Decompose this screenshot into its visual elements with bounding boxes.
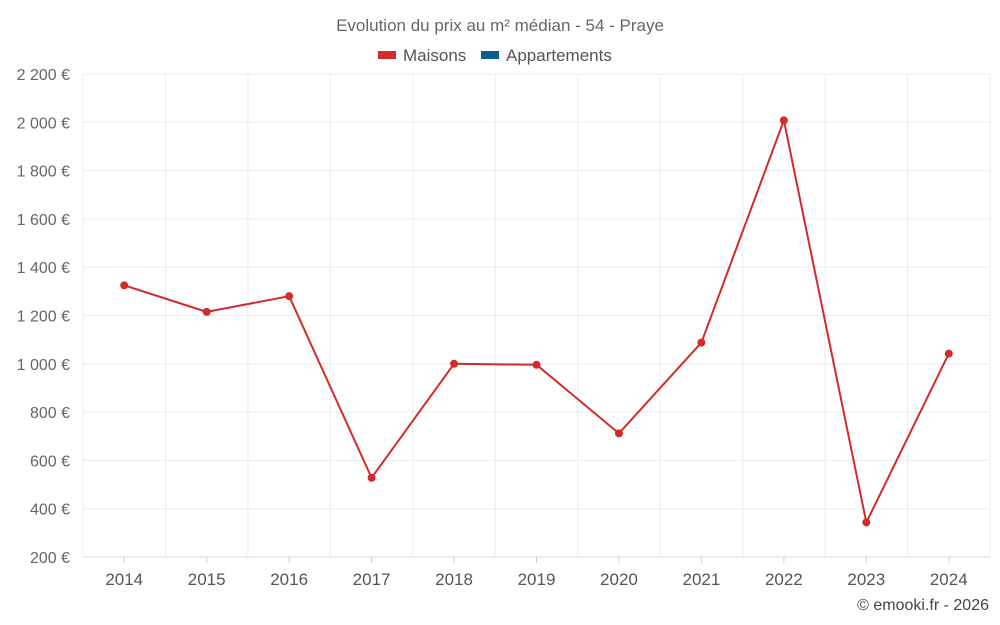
y-tick-label: 1 000 € <box>17 357 70 374</box>
y-tick-label: 200 € <box>30 550 70 567</box>
x-tick-label: 2015 <box>188 570 226 589</box>
x-tick-label: 2014 <box>105 570 143 589</box>
data-point-maisons-2020[interactable] <box>614 429 623 438</box>
y-tick-label: 1 800 € <box>17 164 70 181</box>
y-tick-label: 2 000 € <box>17 115 70 132</box>
x-tick-label: 2021 <box>682 570 720 589</box>
y-tick-label: 1 200 € <box>17 309 70 326</box>
data-point-maisons-2016[interactable] <box>285 292 294 301</box>
legend-swatch-maisons <box>378 51 396 59</box>
y-tick-label: 1 400 € <box>17 260 70 277</box>
legend-label-maisons: Maisons <box>403 46 466 65</box>
series-maisons <box>120 116 953 527</box>
data-point-maisons-2018[interactable] <box>450 359 459 368</box>
data-point-maisons-2015[interactable] <box>202 307 211 316</box>
x-tick-label: 2023 <box>847 570 885 589</box>
data-point-maisons-2019[interactable] <box>532 360 541 369</box>
legend-item-maisons[interactable]: Maisons <box>378 46 466 65</box>
y-axis: 200 € 400 € 600 € 800 € 1 000 € 1 200 € 1 400 … <box>17 67 70 567</box>
data-point-maisons-2022[interactable] <box>779 116 788 125</box>
legend-label-appartements: Appartements <box>506 46 612 65</box>
legend-item-appartements[interactable]: Appartements <box>481 46 612 65</box>
data-point-maisons-2021[interactable] <box>697 338 706 347</box>
legend-swatch-appartements <box>481 51 499 59</box>
data-point-maisons-2014[interactable] <box>120 281 129 290</box>
y-tick-label: 2 200 € <box>17 67 70 84</box>
grid <box>82 73 991 558</box>
y-tick-label: 1 600 € <box>17 212 70 229</box>
y-tick-label: 400 € <box>30 502 70 519</box>
y-tick-label: 600 € <box>30 453 70 470</box>
x-tick-label: 2024 <box>930 570 968 589</box>
x-tick-label: 2022 <box>765 570 803 589</box>
credit-text: © emooki.fr - 2026 <box>857 597 989 614</box>
x-tick-label: 2018 <box>435 570 473 589</box>
y-tick-label: 800 € <box>30 405 70 422</box>
legend: Maisons Appartements <box>378 46 612 65</box>
data-point-maisons-2017[interactable] <box>367 473 376 482</box>
x-tick-label: 2017 <box>353 570 391 589</box>
x-axis: 2014 2015 2016 2017 2018 2019 2020 2021 2022 2023… <box>105 557 968 589</box>
chart-title: Evolution du prix au m² médian - 54 - Pr… <box>336 16 664 35</box>
x-tick-label: 2016 <box>270 570 308 589</box>
data-point-maisons-2024[interactable] <box>944 349 953 358</box>
x-tick-label: 2020 <box>600 570 638 589</box>
data-point-maisons-2023[interactable] <box>862 518 871 527</box>
x-tick-label: 2019 <box>518 570 556 589</box>
